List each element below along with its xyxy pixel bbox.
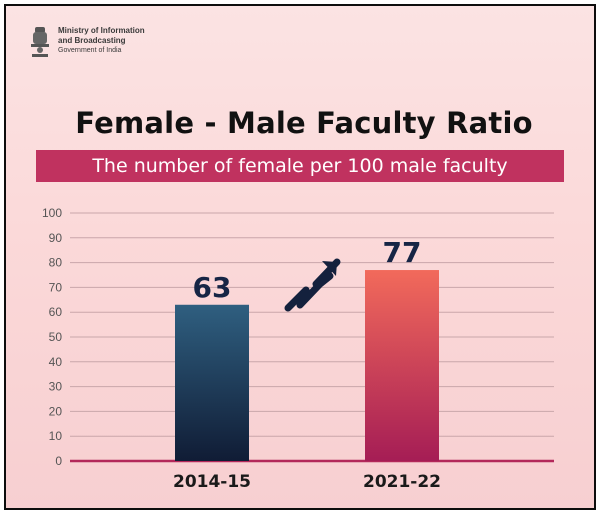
y-tick-label: 90 bbox=[49, 231, 63, 245]
infographic-card: Ministry of Information and Broadcasting… bbox=[4, 4, 596, 510]
ministry-name-line2: and Broadcasting bbox=[58, 36, 126, 45]
y-tick-label: 10 bbox=[49, 429, 63, 443]
bar-2014-15 bbox=[175, 304, 249, 461]
chart-subtitle: The number of female per 100 male facult… bbox=[92, 155, 508, 177]
trend-arrow-icon bbox=[284, 258, 341, 312]
y-tick-label: 100 bbox=[42, 206, 62, 220]
y-tick-label: 80 bbox=[49, 256, 63, 270]
x-tick-label: 2021-22 bbox=[363, 472, 441, 492]
y-tick-label: 30 bbox=[49, 380, 63, 394]
national-emblem-icon bbox=[31, 27, 49, 57]
data-label-2014-15: 63 bbox=[193, 271, 232, 304]
ministry-name-line1: Ministry of Information bbox=[58, 26, 145, 35]
y-tick-label: 70 bbox=[49, 280, 63, 294]
y-tick-label: 50 bbox=[49, 330, 63, 344]
ministry-logo: Ministry of Information and Broadcasting… bbox=[28, 24, 188, 70]
bar-chart: 0 10 20 30 40 50 60 70 80 90 100 63 2014-15 77 2021-2… bbox=[42, 206, 554, 492]
y-tick-label: 40 bbox=[49, 355, 63, 369]
chart-title: Female - Male Faculty Ratio bbox=[75, 106, 533, 140]
bar-2021-22 bbox=[365, 270, 439, 461]
y-tick-label: 20 bbox=[49, 404, 63, 418]
y-tick-label: 0 bbox=[55, 454, 62, 468]
x-tick-label: 2014-15 bbox=[173, 472, 251, 492]
subtitle-band: The number of female per 100 male facult… bbox=[36, 150, 564, 182]
y-tick-label: 60 bbox=[49, 305, 63, 319]
government-name: Government of India bbox=[58, 47, 122, 54]
data-label-2021-22: 77 bbox=[383, 236, 422, 269]
